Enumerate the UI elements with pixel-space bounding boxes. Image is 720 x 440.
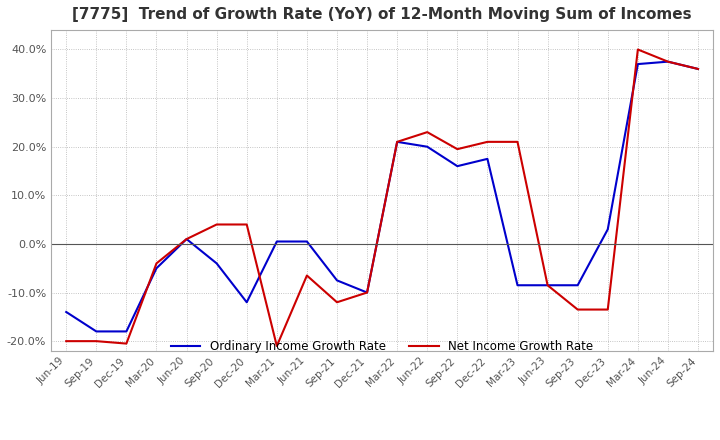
Net Income Growth Rate <box>302 273 311 278</box>
Net Income Growth Rate <box>182 236 191 242</box>
Ordinary Income Growth Rate <box>152 266 161 271</box>
Ordinary Income Growth Rate <box>544 282 552 288</box>
Ordinary Income Growth Rate <box>182 236 191 242</box>
Net Income Growth Rate <box>634 47 642 52</box>
Net Income Growth Rate <box>333 300 341 305</box>
Ordinary Income Growth Rate <box>453 164 462 169</box>
Ordinary Income Growth Rate <box>212 261 221 266</box>
Net Income Growth Rate <box>212 222 221 227</box>
Ordinary Income Growth Rate <box>423 144 431 149</box>
Net Income Growth Rate <box>423 129 431 135</box>
Legend: Ordinary Income Growth Rate, Net Income Growth Rate: Ordinary Income Growth Rate, Net Income … <box>166 335 598 357</box>
Ordinary Income Growth Rate <box>513 282 522 288</box>
Net Income Growth Rate <box>453 147 462 152</box>
Ordinary Income Growth Rate <box>62 309 71 315</box>
Ordinary Income Growth Rate <box>243 300 251 305</box>
Net Income Growth Rate <box>483 139 492 144</box>
Net Income Growth Rate <box>544 282 552 288</box>
Net Income Growth Rate <box>393 139 402 144</box>
Ordinary Income Growth Rate <box>393 139 402 144</box>
Ordinary Income Growth Rate <box>363 290 372 295</box>
Ordinary Income Growth Rate <box>333 278 341 283</box>
Ordinary Income Growth Rate <box>122 329 131 334</box>
Ordinary Income Growth Rate <box>92 329 101 334</box>
Ordinary Income Growth Rate <box>302 239 311 244</box>
Net Income Growth Rate <box>363 290 372 295</box>
Ordinary Income Growth Rate <box>634 62 642 67</box>
Ordinary Income Growth Rate <box>483 156 492 161</box>
Ordinary Income Growth Rate <box>603 227 612 232</box>
Net Income Growth Rate <box>272 343 281 348</box>
Line: Net Income Growth Rate: Net Income Growth Rate <box>66 49 698 346</box>
Line: Ordinary Income Growth Rate: Ordinary Income Growth Rate <box>66 62 698 331</box>
Ordinary Income Growth Rate <box>664 59 672 64</box>
Net Income Growth Rate <box>92 338 101 344</box>
Net Income Growth Rate <box>122 341 131 346</box>
Net Income Growth Rate <box>573 307 582 312</box>
Net Income Growth Rate <box>62 338 71 344</box>
Net Income Growth Rate <box>603 307 612 312</box>
Title: [7775]  Trend of Growth Rate (YoY) of 12-Month Moving Sum of Incomes: [7775] Trend of Growth Rate (YoY) of 12-… <box>72 7 692 22</box>
Ordinary Income Growth Rate <box>272 239 281 244</box>
Net Income Growth Rate <box>513 139 522 144</box>
Net Income Growth Rate <box>664 59 672 64</box>
Net Income Growth Rate <box>693 66 702 72</box>
Ordinary Income Growth Rate <box>573 282 582 288</box>
Net Income Growth Rate <box>243 222 251 227</box>
Net Income Growth Rate <box>152 261 161 266</box>
Ordinary Income Growth Rate <box>693 66 702 72</box>
